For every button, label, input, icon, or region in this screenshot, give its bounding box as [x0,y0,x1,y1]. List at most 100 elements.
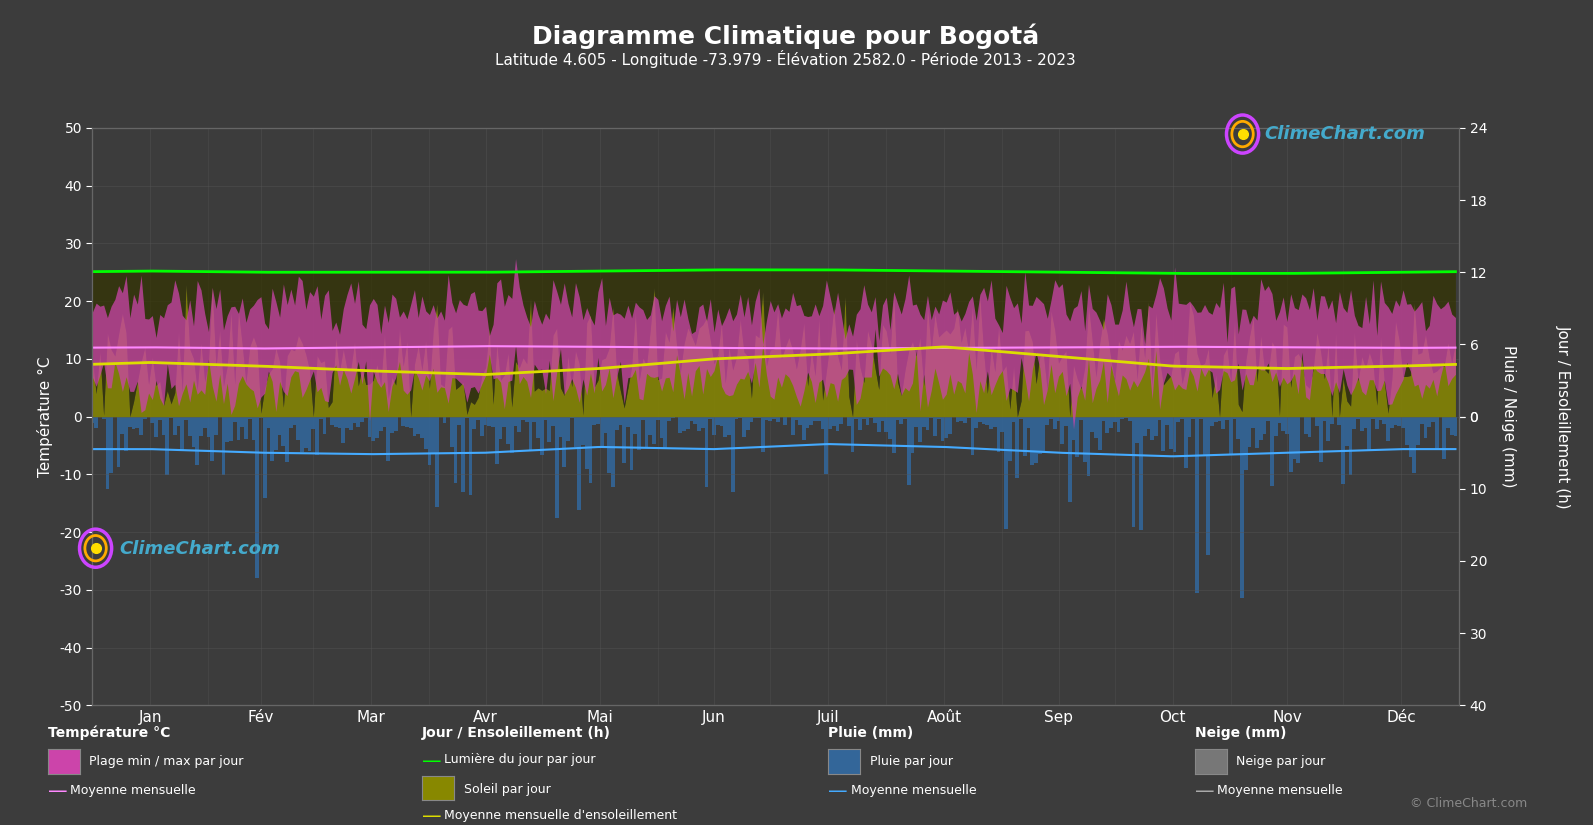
Bar [1153,417,1158,436]
Bar [288,417,293,428]
Bar [1094,417,1098,438]
Bar [210,417,213,460]
Bar [1000,417,1004,432]
Text: ClimeChart.com: ClimeChart.com [119,540,280,558]
Bar [997,417,1000,452]
Bar [1102,417,1106,421]
Bar [1360,417,1364,431]
Bar [274,417,277,450]
Bar [840,417,843,423]
Bar [1072,417,1075,441]
Bar [682,417,687,431]
Bar [1078,417,1083,420]
Bar [862,417,865,419]
Bar [338,417,341,428]
Bar [881,417,884,422]
Bar [933,417,937,436]
Bar [1004,417,1008,529]
Bar [150,417,155,422]
Bar [1083,417,1086,462]
Bar [1026,417,1031,427]
Bar [349,417,352,430]
Bar [1172,417,1177,452]
Bar [143,417,147,419]
Bar [432,417,435,453]
Bar [1109,417,1114,428]
Bar [127,417,132,427]
Bar [1453,417,1458,436]
Bar [656,417,660,420]
Bar [753,417,757,418]
Bar [648,417,652,435]
Bar [865,417,870,425]
Bar [409,417,413,428]
Bar [634,417,637,434]
Bar [1031,417,1034,465]
Bar [825,417,828,474]
Bar [1286,417,1289,434]
Bar [1322,417,1327,422]
Bar [465,417,468,418]
Bar [1203,417,1206,456]
Bar [161,417,166,436]
Text: Pluie par jour: Pluie par jour [870,755,953,768]
Bar [299,417,304,452]
Bar [701,417,704,427]
Bar [1131,417,1136,527]
Bar [922,417,926,427]
Bar [1217,417,1222,421]
Bar [132,417,135,429]
Bar [424,417,427,449]
Bar [854,417,859,419]
Bar [581,417,585,445]
Bar [312,417,315,429]
Bar [155,417,158,437]
Bar [859,417,862,430]
Bar [1424,417,1427,438]
Bar [1020,417,1023,419]
Bar [1228,417,1233,454]
Bar [185,417,188,420]
Bar [776,417,779,422]
Bar [596,417,601,424]
Bar [94,417,99,428]
Bar [698,417,701,431]
Text: —: — [48,782,67,802]
Bar [293,417,296,425]
Bar [588,417,593,483]
Bar [601,417,604,446]
Bar [1147,417,1150,429]
Bar [507,417,510,444]
Text: Moyenne mensuelle: Moyenne mensuelle [1217,784,1343,797]
Bar [814,417,817,421]
Bar [989,417,992,430]
Bar [1211,417,1214,426]
Bar [663,417,667,448]
Bar [623,417,626,464]
Bar [244,417,249,440]
Bar [820,417,825,429]
Bar [341,417,346,443]
Bar [1012,417,1015,422]
Bar [266,417,271,428]
Bar [1278,417,1281,423]
Bar [1195,417,1200,593]
Bar [1015,417,1020,478]
Bar [495,417,499,464]
Bar [323,417,327,434]
Bar [363,417,368,418]
Bar [390,417,393,433]
Bar [468,417,473,495]
Bar [911,417,914,453]
Bar [1233,417,1236,418]
Bar [1067,417,1072,502]
Bar [660,417,663,438]
Bar [906,417,911,485]
Bar [540,417,543,455]
Bar [1184,417,1188,468]
Bar [513,417,518,426]
Bar [986,417,989,425]
Bar [1431,417,1435,422]
Bar [1303,417,1308,434]
Bar [1117,417,1120,432]
